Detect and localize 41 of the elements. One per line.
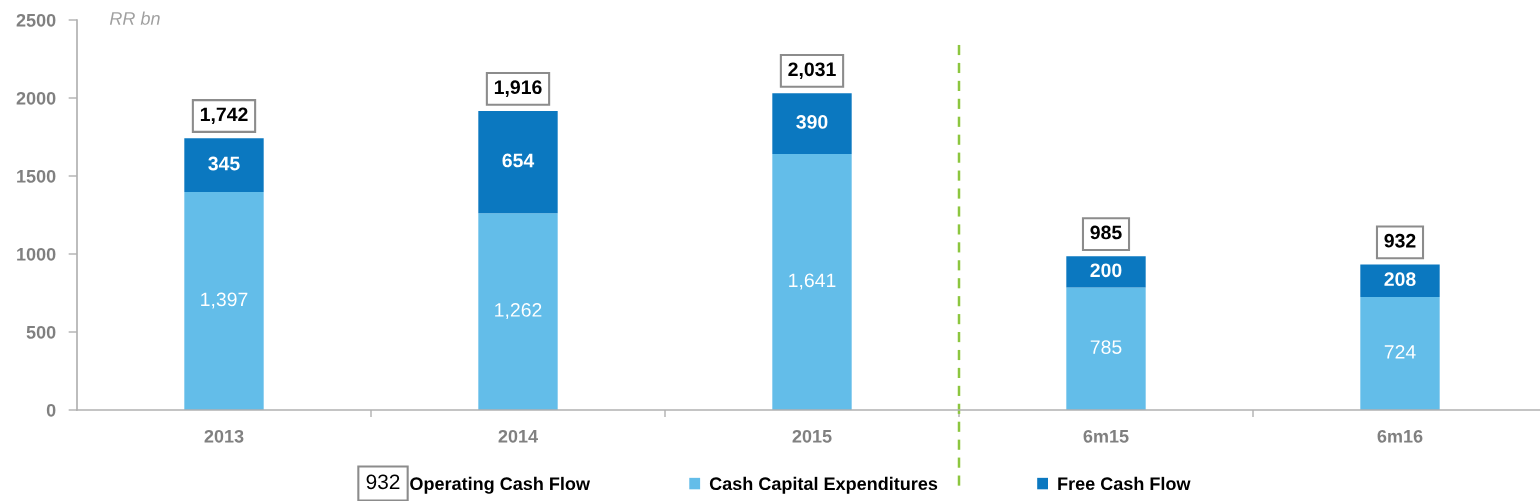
- x-tick-label: 2015: [792, 429, 832, 443]
- x-tick-label: 6m16: [1377, 429, 1423, 443]
- bar: [772, 93, 852, 154]
- bar: [184, 192, 264, 410]
- data-label: 208: [1384, 272, 1416, 287]
- y-tick-label: 1000: [17, 247, 56, 261]
- x-tick-label: 2013: [204, 429, 244, 443]
- y-axis-title: RR bn: [109, 11, 160, 25]
- legend-label: Free Cash Flow: [1058, 476, 1191, 491]
- total-label: 1,916: [494, 80, 542, 97]
- y-tick-label: 2000: [16, 91, 56, 105]
- x-tick-label: 2014: [498, 429, 538, 443]
- text: Operating Cash Flow: [410, 476, 591, 494]
- y-tick-label: 500: [26, 325, 56, 339]
- bar: [478, 111, 558, 214]
- bar: [772, 154, 852, 410]
- y-tick-label: 2500: [16, 13, 56, 27]
- legend-label: Cash Capital Expenditures: [709, 476, 938, 494]
- total-label: 1,742: [200, 107, 248, 125]
- data-label: 200: [1090, 263, 1122, 278]
- data-label: 1,397: [201, 292, 248, 309]
- y-tick-label: 1500: [17, 169, 56, 183]
- bar: [184, 138, 264, 193]
- total-label: 985: [1090, 225, 1122, 240]
- bar: [1360, 297, 1440, 410]
- bar: [1360, 264, 1440, 298]
- data-label: 390: [796, 115, 828, 129]
- data-label: 1,641: [789, 273, 836, 290]
- data-label: 654: [502, 153, 535, 168]
- data-label: 724: [1384, 344, 1416, 359]
- bar: [478, 213, 558, 410]
- total-label: 932: [1384, 233, 1416, 248]
- bar: [1066, 256, 1146, 288]
- bar: [1066, 287, 1146, 410]
- data-label: 1,262: [495, 303, 542, 320]
- text: 932: [366, 474, 400, 490]
- y-tick-label: 0: [46, 403, 56, 417]
- x-tick-label: 6m15: [1083, 429, 1129, 443]
- total-label: 2,031: [788, 62, 836, 79]
- data-label: 345: [208, 156, 240, 171]
- data-label: 785: [1090, 340, 1122, 354]
